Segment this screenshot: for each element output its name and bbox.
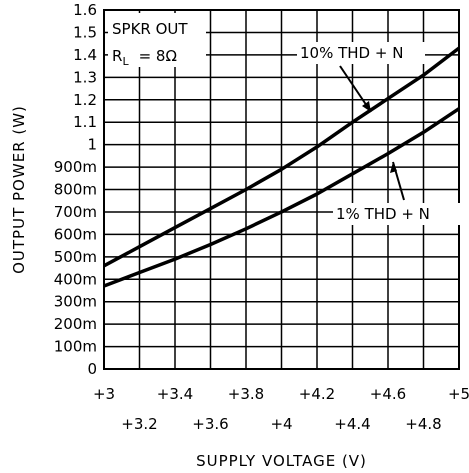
x-tick-label: +3 <box>93 385 115 403</box>
y-tick-label: 1.3 <box>73 68 97 86</box>
y-tick-label: 1.4 <box>73 46 97 64</box>
label-arrows <box>339 65 405 201</box>
x-tick-label: +4.4 <box>334 415 370 433</box>
y-axis-label: OUTPUT POWER (W) <box>10 105 28 274</box>
annotation-r-value: = 8Ω <box>139 47 177 65</box>
y-tick-label: 700m <box>54 203 97 221</box>
x-tick-label: +4 <box>270 415 292 433</box>
plot-frame <box>103 9 460 370</box>
series-label-bg-10pct <box>297 42 425 64</box>
y-tick-label: 600m <box>54 225 97 243</box>
series-line-10pct-thd <box>103 46 461 268</box>
y-tick-label: 300m <box>54 293 97 311</box>
annotation-box <box>108 13 206 67</box>
y-tick-label: 400m <box>54 270 97 288</box>
annotation-r-sub: L <box>122 55 129 68</box>
arrowhead-1pct <box>390 162 397 173</box>
y-tick-label: 1.6 <box>73 1 97 19</box>
y-tick-label: 1.5 <box>73 23 97 41</box>
x-tick-label: +4.6 <box>370 385 406 403</box>
x-tick-label: +3.4 <box>157 385 193 403</box>
y-tick-label: 100m <box>54 338 97 356</box>
annotation-spkr-out: SPKR OUT <box>112 20 188 38</box>
x-axis-label: SUPPLY VOLTAGE (V) <box>196 452 367 470</box>
x-tick-labels: +3 +3.2+3.4 +3.6+3.8 +4 +4.2 +4.4+4.6 +4.8 +5 <box>93 385 469 433</box>
series-label-10pct-thd: 10% THD + N <box>300 44 403 62</box>
y-tick-label: 0 <box>87 360 97 378</box>
series-label-bg-1pct <box>333 203 461 225</box>
arrowhead-10pct <box>362 101 371 112</box>
y-tick-label: 1.1 <box>73 113 97 131</box>
annotation-r-main: R <box>112 47 122 65</box>
y-tick-labels: 0 100m 200m 300m 400m 500m 600m 700m 800m 900m 1 1.… <box>54 1 97 378</box>
y-tick-label: 1.2 <box>73 91 97 109</box>
x-tick-label: +4.8 <box>405 415 441 433</box>
y-tick-label: 800m <box>54 181 97 199</box>
series-line-1pct-thd <box>103 107 460 288</box>
y-tick-label: 500m <box>54 248 97 266</box>
x-tick-label: +4.2 <box>299 385 335 403</box>
series-layer <box>103 46 461 288</box>
series-label-1pct-thd: 1% THD + N <box>336 205 430 223</box>
x-tick-label: +5 <box>448 385 469 403</box>
annotation-load-resistance: RL = 8Ω <box>112 47 177 68</box>
y-tick-label: 200m <box>54 315 97 333</box>
x-tick-label: +3.6 <box>192 415 228 433</box>
y-tick-label: 900m <box>54 158 97 176</box>
x-tick-label: +3.2 <box>121 415 157 433</box>
y-tick-label: 1 <box>87 136 97 154</box>
x-tick-label: +3.8 <box>228 385 264 403</box>
